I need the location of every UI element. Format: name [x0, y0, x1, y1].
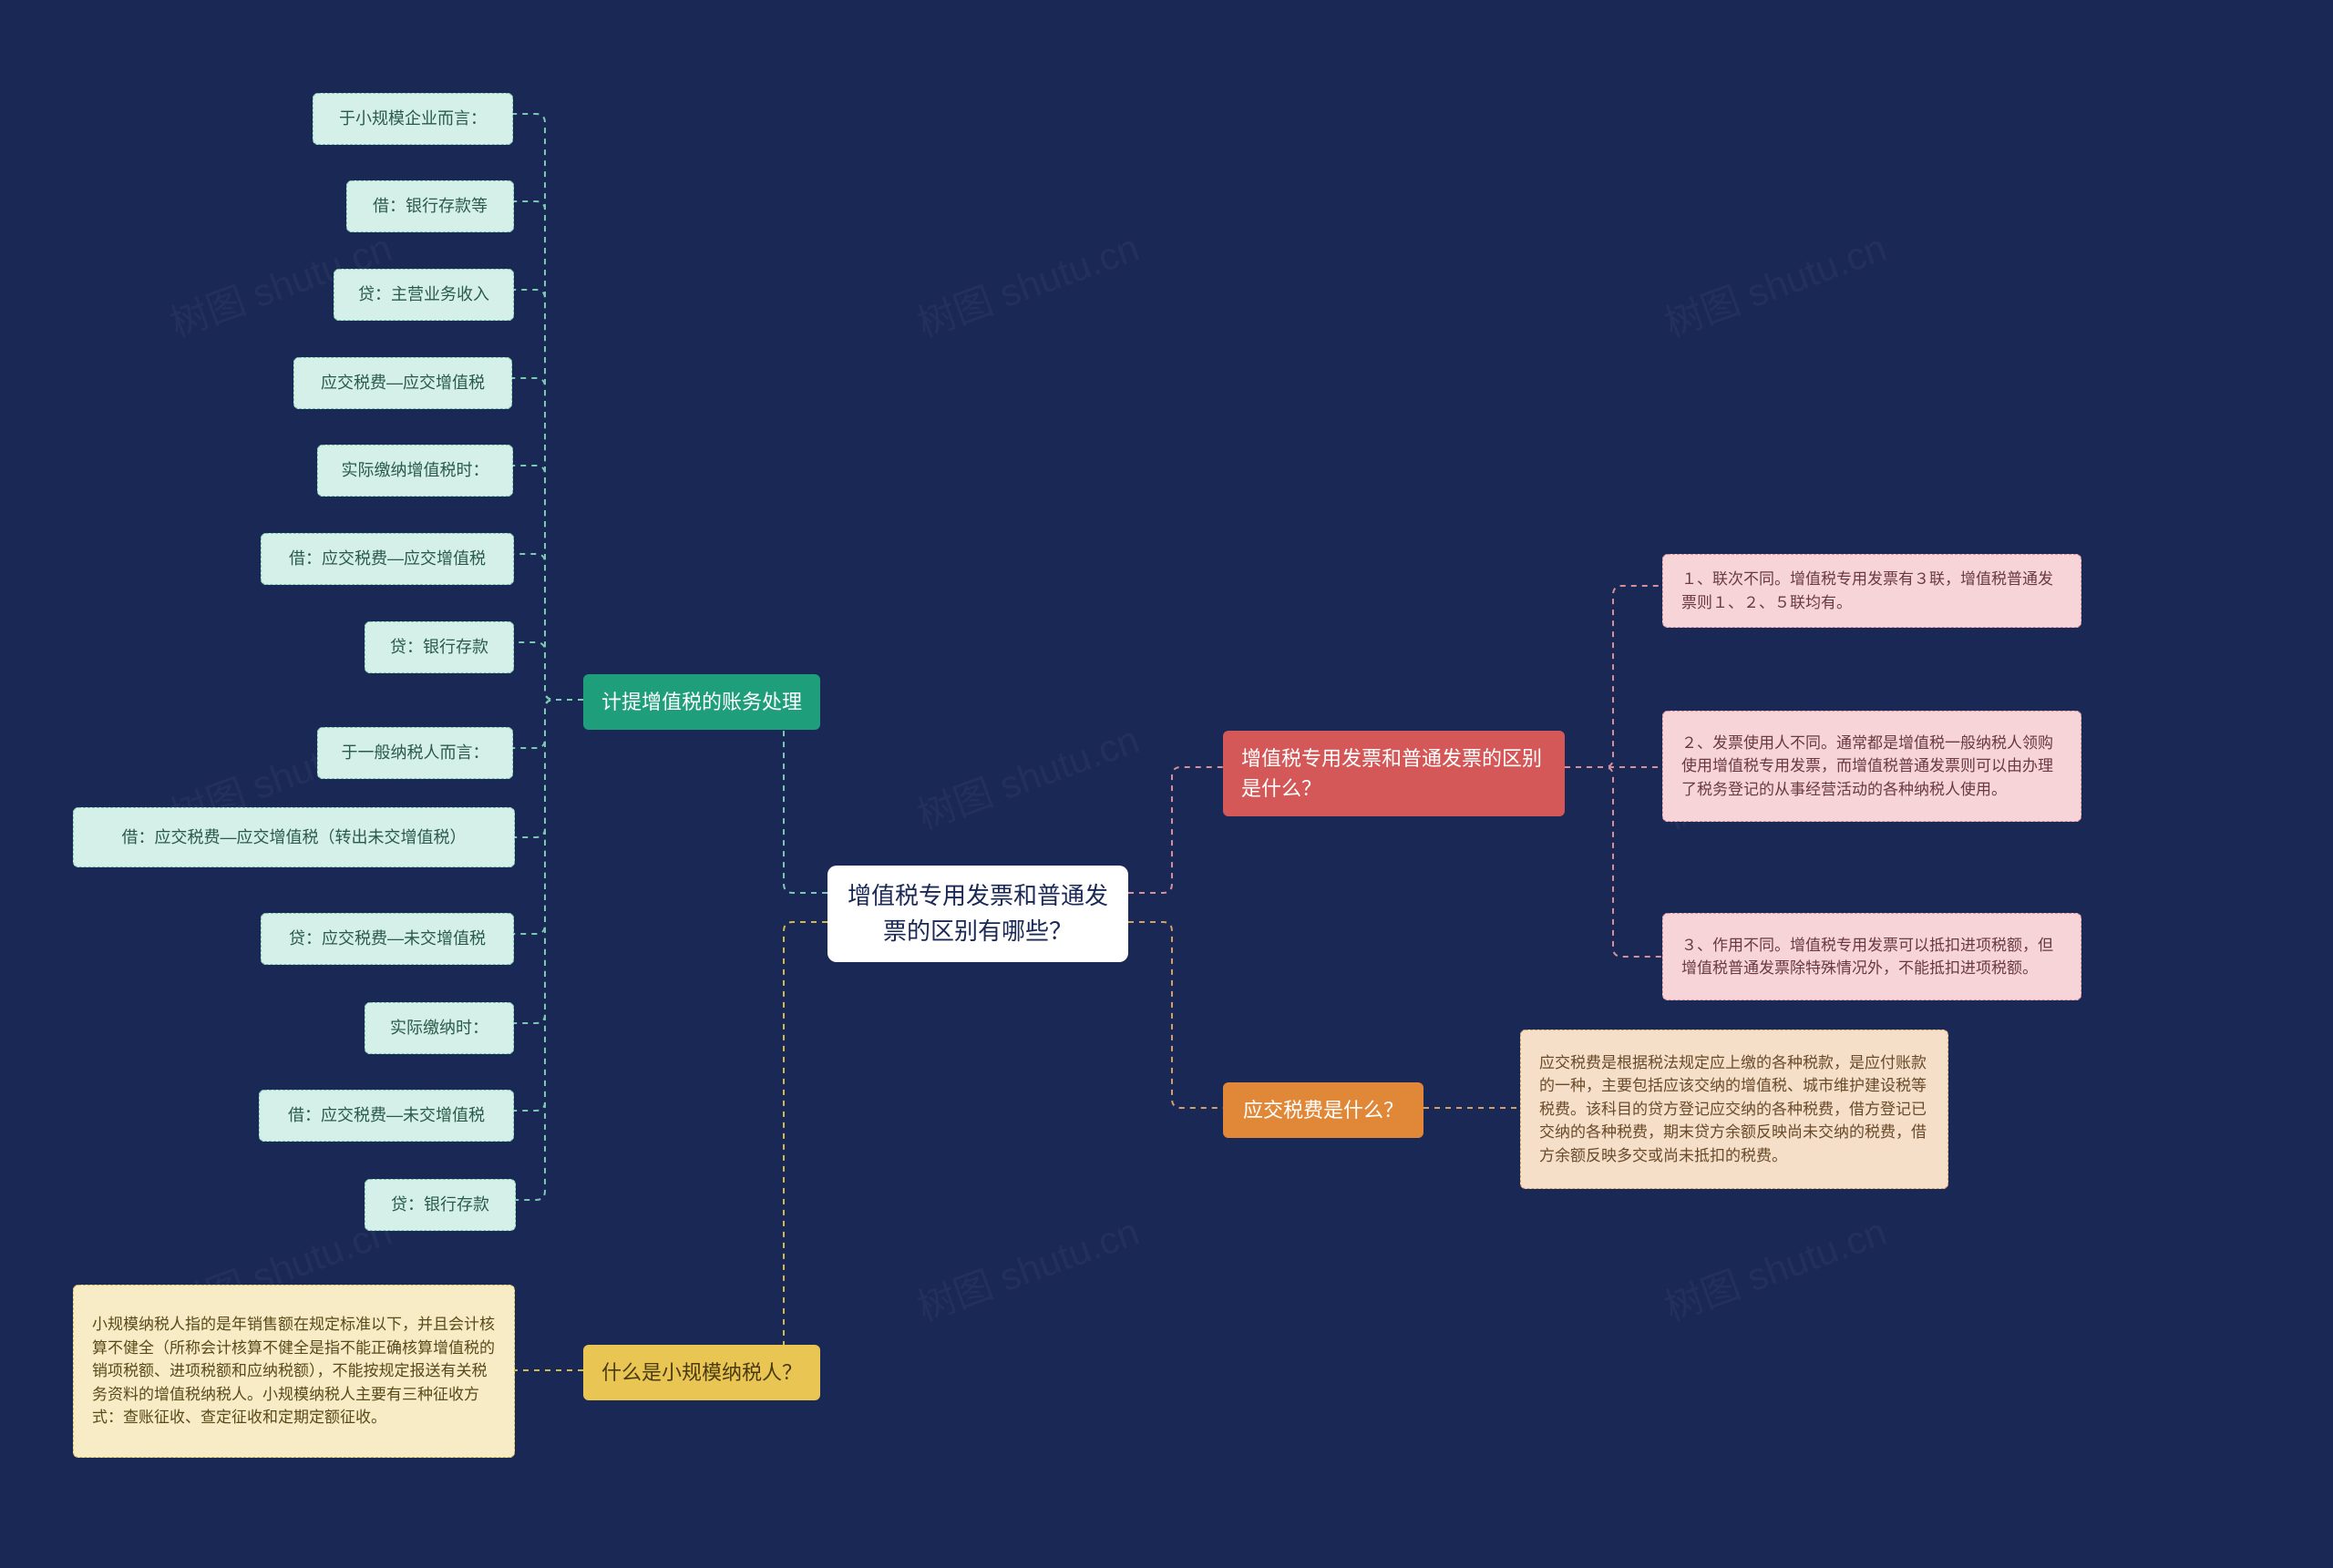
difference-child-1: ２、发票使用人不同。通常都是增值税一般纳税人领购使用增值税专用发票，而增值税普通… [1662, 711, 2081, 822]
accounting-child-10: 实际缴纳时： [365, 1002, 514, 1054]
difference-child-0: １、联次不同。增值税专用发票有３联，增值税普通发票则１、２、５联均有。 [1662, 554, 2081, 628]
accounting-child-3: 应交税费—应交增值税 [293, 357, 512, 409]
accounting-child-11: 借：应交税费—未交增值税 [259, 1090, 514, 1142]
central-node: 增值税专用发票和普通发票的区别有哪些？ [827, 866, 1128, 962]
accounting-child-9: 贷：应交税费—未交增值税 [261, 913, 514, 965]
branch-small-taxpayer: 什么是小规模纳税人？ [583, 1345, 820, 1400]
small_taxpayer-child-0: 小规模纳税人指的是年销售额在规定标准以下，并且会计核算不健全（所称会计核算不健全… [73, 1285, 515, 1458]
accounting-child-4: 实际缴纳增值税时： [317, 445, 513, 497]
branch-difference: 增值税专用发票和普通发票的区别是什么？ [1223, 731, 1565, 816]
branch-tax-payable: 应交税费是什么？ [1223, 1082, 1423, 1138]
accounting-child-0: 于小规模企业而言： [313, 93, 513, 145]
difference-child-2: ３、作用不同。增值税专用发票可以抵扣进项税额，但增值税普通发票除特殊情况外，不能… [1662, 913, 2081, 1000]
accounting-child-6: 贷：银行存款 [365, 621, 514, 673]
accounting-child-12: 贷：银行存款 [365, 1179, 516, 1231]
branch-accounting: 计提增值税的账务处理 [583, 674, 820, 730]
tax_payable-child-0: 应交税费是根据税法规定应上缴的各种税款，是应付账款的一种，主要包括应该交纳的增值… [1520, 1030, 1948, 1189]
accounting-child-5: 借：应交税费—应交增值税 [261, 533, 514, 585]
accounting-child-1: 借：银行存款等 [346, 180, 514, 232]
accounting-child-7: 于一般纳税人而言： [317, 727, 513, 779]
accounting-child-8: 借：应交税费—应交增值税（转出未交增值税） [73, 807, 515, 867]
accounting-child-2: 贷：主营业务收入 [334, 269, 514, 321]
